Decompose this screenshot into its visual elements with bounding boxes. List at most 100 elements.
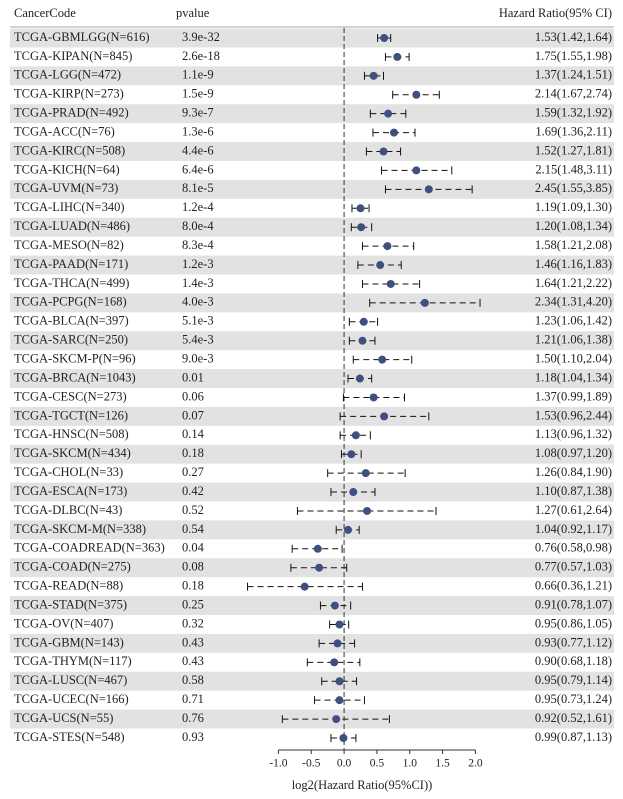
point bbox=[412, 90, 421, 99]
point bbox=[386, 279, 395, 288]
point bbox=[369, 71, 378, 80]
row-stripe bbox=[10, 520, 614, 540]
p-value: 5.1e-3 bbox=[182, 314, 214, 328]
p-value: 4.0e-3 bbox=[182, 295, 214, 309]
hazard-ratio: 0.90(0.68,1.18) bbox=[535, 654, 612, 668]
point bbox=[313, 544, 322, 553]
cancer-code: TCGA-GBMLGG(N=616) bbox=[14, 30, 150, 44]
hazard-ratio: 1.13(0.96,1.32) bbox=[535, 427, 612, 441]
p-value: 1.2e-3 bbox=[182, 257, 214, 271]
p-value: 5.4e-3 bbox=[182, 333, 214, 347]
hazard-ratio: 1.58(1.21,2.08) bbox=[535, 238, 612, 252]
point bbox=[412, 166, 421, 175]
point bbox=[335, 696, 344, 705]
x-tick-label: 1.0 bbox=[403, 758, 418, 770]
hazard-ratio: 1.26(0.84,1.90) bbox=[535, 465, 612, 479]
row-stripe bbox=[10, 142, 614, 161]
p-value: 0.43 bbox=[182, 635, 204, 649]
hazard-ratio: 1.59(1.32,1.92) bbox=[535, 106, 612, 120]
cancer-code: TCGA-ESCA(N=173) bbox=[14, 484, 127, 498]
hazard-ratio: 1.69(1.36,2.11) bbox=[535, 124, 612, 138]
point bbox=[349, 488, 358, 497]
row-stripe bbox=[10, 217, 614, 237]
row-stripe bbox=[10, 671, 614, 691]
hazard-ratio: 0.95(0.79,1.14) bbox=[535, 673, 612, 687]
point bbox=[379, 147, 388, 156]
cancer-code: TCGA-UVM(N=73) bbox=[14, 181, 118, 195]
point bbox=[355, 374, 364, 383]
row-stripe bbox=[10, 406, 614, 426]
p-value: 0.32 bbox=[182, 616, 204, 630]
cancer-code: TCGA-READ(N=88) bbox=[14, 579, 123, 593]
cancer-code: TCGA-CESC(N=273) bbox=[14, 389, 127, 403]
p-value: 1.4e-3 bbox=[182, 276, 214, 290]
point bbox=[369, 393, 378, 402]
point bbox=[351, 431, 360, 440]
hazard-ratio: 1.18(1.04,1.34) bbox=[535, 370, 612, 384]
cancer-code: TCGA-SKCM-M(N=338) bbox=[14, 522, 146, 536]
point bbox=[315, 563, 324, 572]
hazard-ratio: 0.99(0.87,1.13) bbox=[535, 730, 612, 744]
point bbox=[420, 298, 429, 307]
p-value: 0.58 bbox=[182, 673, 204, 687]
point bbox=[363, 506, 372, 515]
x-tick-label: 0.5 bbox=[370, 758, 385, 770]
point bbox=[383, 242, 392, 251]
point bbox=[347, 450, 356, 459]
row-stripe bbox=[10, 293, 614, 313]
row-stripe bbox=[10, 179, 614, 199]
cancer-code: TCGA-KICH(N=64) bbox=[14, 162, 120, 176]
hazard-ratio: 1.53(0.96,2.44) bbox=[535, 408, 612, 422]
p-value: 0.54 bbox=[182, 522, 205, 536]
hazard-ratio: 1.50(1.10,2.04) bbox=[535, 351, 612, 365]
x-axis-label: log2(Hazard Ratio(95%CI)) bbox=[292, 778, 433, 792]
p-value: 2.6e-18 bbox=[182, 49, 220, 63]
p-value: 0.18 bbox=[182, 579, 204, 593]
row-stripe bbox=[10, 596, 614, 616]
cancer-code: TCGA-ACC(N=76) bbox=[14, 124, 115, 138]
point bbox=[332, 715, 341, 724]
hazard-ratio: 1.75(1.55,1.98) bbox=[535, 49, 612, 63]
row-stripe bbox=[10, 28, 614, 48]
cancer-code: TCGA-LUAD(N=486) bbox=[14, 219, 130, 233]
point bbox=[300, 582, 309, 591]
cancer-code: TCGA-SKCM-P(N=96) bbox=[14, 351, 136, 365]
p-value: 8.0e-4 bbox=[182, 219, 214, 233]
column-header: pvalue bbox=[176, 6, 210, 20]
hazard-ratio: 1.04(0.92,1.17) bbox=[535, 522, 612, 536]
cancer-code: TCGA-MESO(N=82) bbox=[14, 238, 124, 252]
point bbox=[359, 317, 368, 326]
p-value: 8.3e-4 bbox=[182, 238, 214, 252]
hazard-ratio: 1.20(1.08,1.34) bbox=[535, 219, 612, 233]
hazard-ratio: 0.95(0.73,1.24) bbox=[535, 692, 612, 706]
hazard-ratio: 2.34(1.31,4.20) bbox=[535, 295, 612, 309]
p-value: 9.3e-7 bbox=[182, 106, 214, 120]
p-value: 4.4e-6 bbox=[182, 143, 214, 157]
hazard-ratio: 1.53(1.42,1.64) bbox=[535, 30, 612, 44]
hazard-ratio: 1.52(1.27,1.81) bbox=[535, 143, 612, 157]
row-stripe bbox=[10, 444, 614, 464]
point bbox=[393, 52, 402, 61]
hazard-ratio: 0.95(0.86,1.05) bbox=[535, 616, 612, 630]
p-value: 0.08 bbox=[182, 560, 204, 574]
p-value: 0.04 bbox=[182, 541, 205, 555]
cancer-code: TCGA-KIPAN(N=845) bbox=[14, 49, 132, 63]
x-tick-label: 1.5 bbox=[435, 758, 450, 770]
x-tick-label: 2.0 bbox=[468, 758, 483, 770]
hazard-ratio: 1.23(1.06,1.42) bbox=[535, 314, 612, 328]
hazard-ratio: 2.15(1.48,3.11) bbox=[535, 162, 612, 176]
hazard-ratio: 1.37(1.24,1.51) bbox=[535, 68, 612, 82]
point bbox=[339, 734, 348, 742]
p-value: 0.14 bbox=[182, 427, 205, 441]
cancer-code: TCGA-UCEC(N=166) bbox=[14, 692, 129, 706]
cancer-code: TCGA-GBM(N=143) bbox=[14, 635, 124, 649]
row-stripe bbox=[10, 709, 614, 729]
hazard-ratio: 0.77(0.57,1.03) bbox=[535, 560, 612, 574]
hazard-ratio: 1.64(1.21,2.22) bbox=[535, 276, 612, 290]
hazard-ratio: 0.92(0.52,1.61) bbox=[535, 711, 612, 725]
hazard-ratio: 1.10(0.87,1.38) bbox=[535, 484, 612, 498]
p-value: 0.01 bbox=[182, 370, 204, 384]
hazard-ratio: 1.08(0.97,1.20) bbox=[535, 446, 612, 460]
p-value: 0.27 bbox=[182, 465, 204, 479]
